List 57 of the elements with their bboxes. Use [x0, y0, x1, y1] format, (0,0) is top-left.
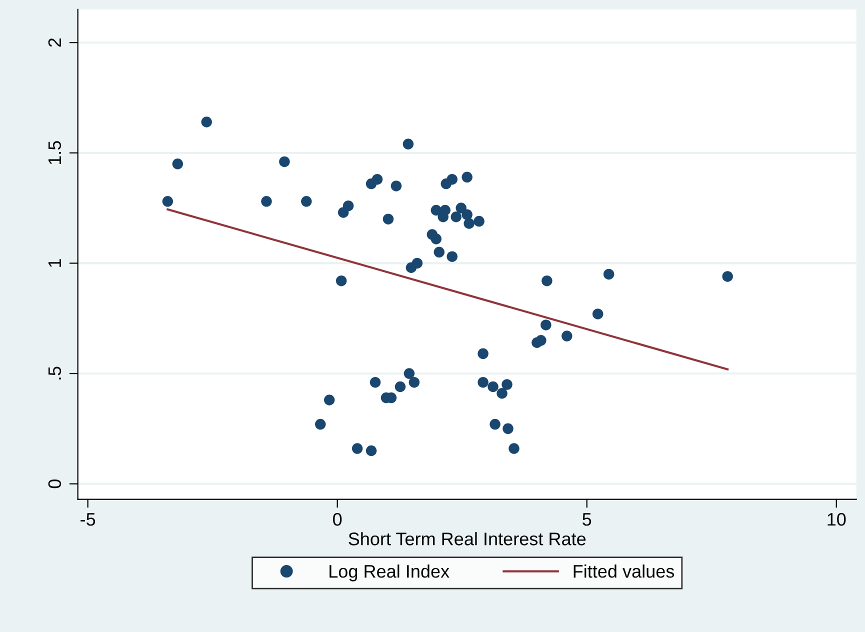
- point: [315, 418, 326, 430]
- point: [446, 174, 458, 185]
- point: [390, 180, 402, 192]
- point: [496, 388, 508, 399]
- y-tick-label: 1.5: [48, 141, 62, 164]
- point: [464, 218, 474, 229]
- x-tick-label: 10: [828, 512, 846, 526]
- point: [370, 376, 381, 388]
- point: [462, 209, 472, 220]
- point: [603, 268, 614, 280]
- x-tick-label: 5: [582, 513, 592, 526]
- point: [542, 275, 552, 286]
- point: [536, 335, 546, 346]
- point: [450, 211, 462, 222]
- point: [336, 275, 347, 286]
- point: [722, 271, 733, 282]
- point: [279, 156, 290, 168]
- y-tick-label: 0: [48, 480, 62, 488]
- point: [592, 308, 604, 320]
- y-tick-label: .5: [48, 366, 62, 380]
- point: [382, 214, 394, 224]
- point: [412, 258, 423, 269]
- y-tick-label: 1: [48, 259, 61, 267]
- point: [502, 423, 514, 434]
- point: [540, 320, 552, 330]
- legend-label: Fitted values: [574, 564, 674, 578]
- point: [434, 246, 445, 258]
- y-tick-label: 2: [48, 38, 61, 47]
- point: [408, 376, 420, 388]
- point: [402, 138, 414, 150]
- point: [201, 116, 212, 128]
- point: [488, 381, 498, 392]
- point: [478, 348, 488, 360]
- point: [462, 172, 472, 183]
- point: [508, 443, 520, 454]
- point: [301, 196, 312, 207]
- point: [562, 330, 572, 342]
- point: [261, 196, 272, 207]
- point: [172, 158, 184, 170]
- point: [372, 174, 383, 185]
- point: [430, 234, 442, 244]
- x-axis-title: Short Term Real Interest Rate: [348, 532, 586, 546]
- point: [446, 251, 458, 262]
- point: [502, 379, 512, 390]
- point: [324, 394, 335, 406]
- point: [490, 418, 500, 430]
- point: [352, 443, 363, 454]
- point: [404, 368, 415, 379]
- point: [394, 381, 406, 392]
- point: [342, 200, 354, 212]
- point: [474, 216, 484, 227]
- point: [478, 376, 488, 388]
- point: [162, 196, 174, 207]
- x-tick-label: -5: [80, 513, 96, 526]
- point: [366, 445, 377, 456]
- legend-label: Log Real Index: [330, 564, 450, 582]
- x-tick-label: 0: [333, 512, 342, 526]
